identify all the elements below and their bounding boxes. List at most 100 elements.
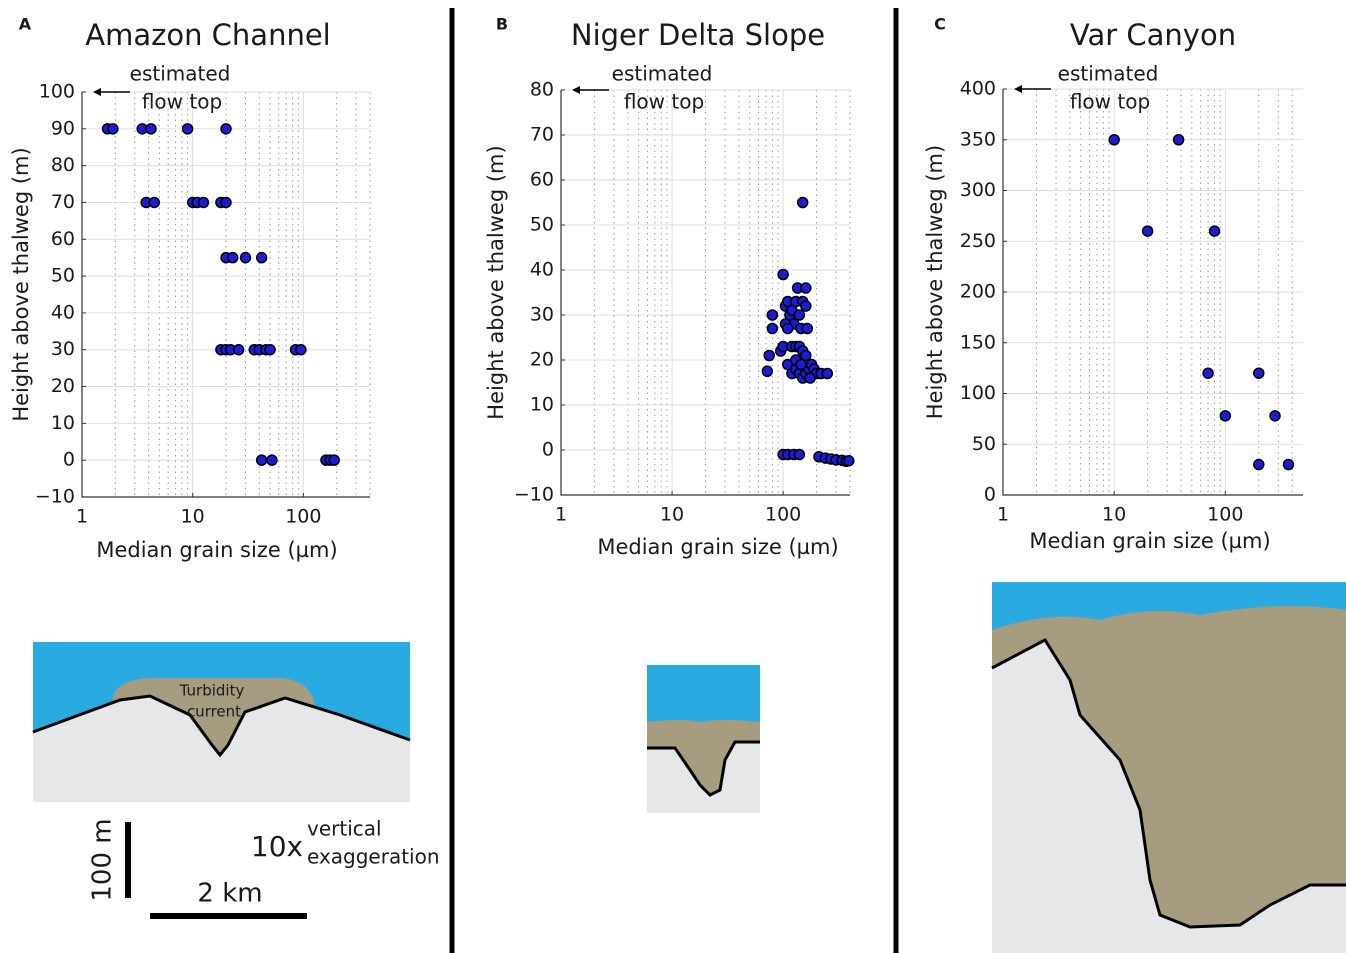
data-point (822, 369, 832, 379)
y-tick-label: 0 (984, 484, 996, 506)
data-point (221, 197, 231, 207)
diagram-a: Turbidity current (33, 642, 410, 802)
y-tick-label: 100 (960, 382, 996, 404)
data-point (1270, 411, 1280, 421)
data-point (228, 253, 238, 263)
data-point (801, 283, 811, 293)
panel-label: A (19, 15, 32, 34)
x-tick-label: 10 (660, 504, 684, 526)
data-point (796, 360, 806, 370)
y-tick-label: −10 (35, 486, 75, 508)
exaggeration-label: vertical (307, 817, 382, 841)
y-tick-label: 10 (51, 412, 75, 434)
data-point (798, 198, 808, 208)
y-axis-label: Height above thalweg (m) (484, 145, 508, 419)
y-tick-label: 70 (530, 124, 554, 146)
x-tick-label: 1 (997, 504, 1009, 526)
y-tick-label: 20 (530, 349, 554, 371)
y-tick-label: 60 (530, 169, 554, 191)
data-point (802, 324, 812, 334)
data-point (767, 324, 777, 334)
annotation-arrowhead (1014, 85, 1022, 93)
y-tick-label: 200 (960, 281, 996, 303)
data-point (1203, 368, 1213, 378)
data-point (762, 366, 772, 376)
data-point (783, 324, 793, 334)
y-tick-label: 30 (51, 338, 75, 360)
scale-label: 100 m (88, 818, 118, 901)
x-tick-label: 10 (181, 506, 205, 528)
annotation: flow top (1070, 90, 1150, 114)
x-tick-label: 1 (76, 506, 88, 528)
data-point (1220, 411, 1230, 421)
annotation: flow top (142, 90, 222, 114)
panel-label: B (496, 15, 508, 34)
annotation-arrowhead (93, 88, 101, 96)
data-point (794, 310, 804, 320)
y-tick-label: 20 (51, 375, 75, 397)
y-tick-label: 40 (530, 259, 554, 281)
data-point (1174, 135, 1184, 145)
x-tick-label: 100 (1207, 504, 1243, 526)
y-tick-label: 40 (51, 301, 75, 323)
chart: −100102030405060708090100110100Amazon Ch… (9, 15, 370, 563)
data-point (1109, 135, 1119, 145)
y-tick-label: 400 (960, 78, 996, 100)
y-tick-label: 100 (39, 81, 75, 103)
data-point (1254, 460, 1264, 470)
annotation: estimated (1058, 62, 1159, 86)
diagram-b (647, 665, 760, 813)
y-tick-label: 150 (960, 331, 996, 353)
data-point (183, 124, 193, 134)
x-tick-label: 100 (765, 504, 801, 526)
data-point (844, 456, 854, 466)
data-point (1210, 226, 1220, 236)
annotation: estimated (130, 62, 231, 86)
data-point (1254, 368, 1264, 378)
y-tick-label: 350 (960, 128, 996, 150)
y-axis-label: Height above thalweg (m) (923, 145, 947, 419)
x-tick-label: 100 (285, 506, 321, 528)
y-tick-label: −10 (514, 484, 554, 506)
y-axis-label: Height above thalweg (m) (9, 147, 33, 421)
y-tick-label: 0 (63, 449, 75, 471)
x-tick-label: 1 (555, 504, 567, 526)
y-tick-label: 50 (972, 433, 996, 455)
data-point (767, 310, 777, 320)
y-tick-label: 50 (51, 265, 75, 287)
x-tick-label: 10 (1102, 504, 1126, 526)
y-tick-label: 300 (960, 179, 996, 201)
data-point (146, 124, 156, 134)
data-point (198, 197, 208, 207)
data-point (1283, 460, 1293, 470)
data-point (108, 124, 118, 134)
y-tick-label: 60 (51, 228, 75, 250)
y-tick-label: 30 (530, 304, 554, 326)
data-point (221, 124, 231, 134)
data-point (1143, 226, 1153, 236)
data-point (794, 450, 804, 460)
data-point (240, 253, 250, 263)
annotation-arrowhead (572, 86, 580, 94)
data-point (801, 301, 811, 311)
y-tick-label: 10 (530, 394, 554, 416)
y-tick-label: 90 (51, 117, 75, 139)
data-point (234, 345, 244, 355)
diagram-c (992, 582, 1346, 953)
diagram-label: Turbidity (179, 682, 245, 700)
y-tick-label: 80 (51, 154, 75, 176)
data-point (329, 455, 339, 465)
y-tick-label: 250 (960, 230, 996, 252)
data-point (257, 253, 267, 263)
scale: 100 m 2 km 10x vertical exaggeration (88, 817, 440, 917)
y-tick-label: 50 (530, 214, 554, 236)
x-axis-label: Median grain size (µm) (96, 538, 337, 562)
y-tick-label: 0 (542, 439, 554, 461)
scale-label: 2 km (197, 879, 262, 909)
data-point (257, 455, 267, 465)
data-point (764, 351, 774, 361)
figure: Turbidity current 100 m 2 km 10x vertica… (0, 0, 1346, 953)
data-point (296, 345, 306, 355)
